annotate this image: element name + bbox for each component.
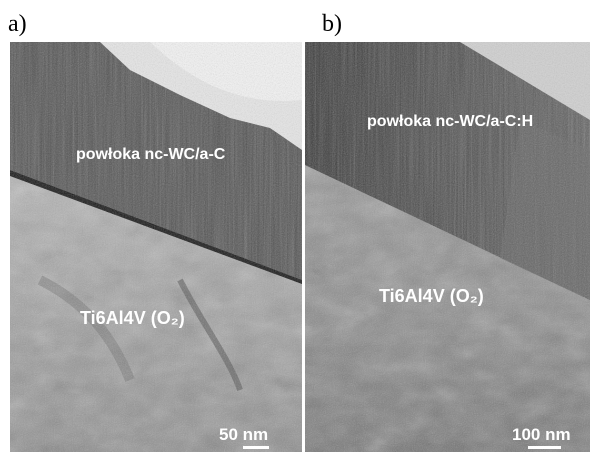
coating-label: powłoka nc-WC/a-C [76,146,226,163]
scale-bar-label: 50 nm [219,425,268,444]
scale-bar-label: 100 nm [512,425,571,444]
scale-bar [528,446,561,449]
figure: a) b) powłoka nc-WC/a-C Ti6Al4V (O₂) 50 … [0,0,593,459]
micrograph-a [10,42,302,452]
substrate-label: Ti6Al4V (O₂) [80,308,185,328]
scale-bar [243,446,269,449]
panel-label: a) [8,11,27,37]
panel-label: b) [322,11,342,37]
substrate-label: Ti6Al4V (O₂) [379,286,484,306]
micrograph-b [305,42,590,452]
coating-label: powłoka nc-WC/a-C:H [367,113,533,130]
page: {"panels": [ {"label": "a)", "coating_la… [0,0,593,459]
